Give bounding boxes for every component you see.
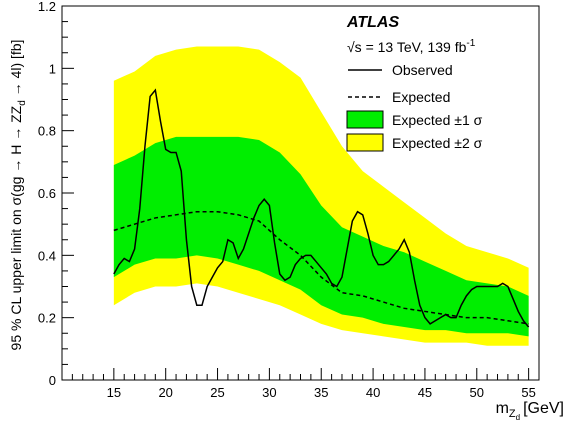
experiment-label: ATLAS: [346, 14, 399, 31]
x-tick-label: 20: [158, 385, 172, 400]
x-tick-label: 30: [262, 385, 276, 400]
x-tick-label: 55: [521, 385, 535, 400]
axis-tick-labels: 15 20 25 30 35 40 45 50 55 0 0.2 0.4 0.6 0.8 1 1.2: [38, 0, 536, 400]
x-tick-label: 35: [314, 385, 328, 400]
axis-ticks: [62, 5, 530, 381]
expected-1sigma-band: [113, 136, 529, 337]
y-axis-title: 95 % CL upper limit on σ(gg → H → ZZd → …: [8, 40, 28, 351]
legend-band2-label: Expected ±2 σ: [392, 135, 483, 151]
x-axis-title: mZd[GeV]: [496, 400, 564, 422]
legend: ATLAS √s = 13 TeV, 139 fb-1 Observed Exp…: [346, 14, 483, 152]
y-tick-label: 0.4: [38, 248, 56, 263]
x-tick-label: 40: [366, 385, 380, 400]
bands-layer: [113, 46, 529, 346]
x-tick-label: 45: [418, 385, 432, 400]
y-tick-label: 0.6: [38, 186, 56, 201]
x-tick-label: 50: [470, 385, 484, 400]
y-tick-label: 0.2: [38, 311, 56, 326]
x-tick-label: 25: [210, 385, 224, 400]
y-tick-label: 1.2: [38, 0, 56, 14]
observed-limit-line: [113, 88, 530, 328]
legend-band2-swatch: [346, 133, 384, 152]
legend-expected-label: Expected: [392, 89, 450, 105]
y-tick-label: 0: [49, 373, 56, 388]
legend-observed-label: Observed: [392, 62, 453, 78]
expected-limit-line: [113, 210, 529, 325]
x-tick-label: 15: [107, 385, 121, 400]
y-tick-label: 0.8: [38, 124, 56, 139]
legend-band1-label: Expected ±1 σ: [392, 112, 483, 128]
y-tick-label: 1: [49, 61, 56, 76]
energy-lumi-label: √s = 13 TeV, 139 fb-1: [347, 38, 476, 55]
legend-band1-swatch: [346, 110, 384, 129]
